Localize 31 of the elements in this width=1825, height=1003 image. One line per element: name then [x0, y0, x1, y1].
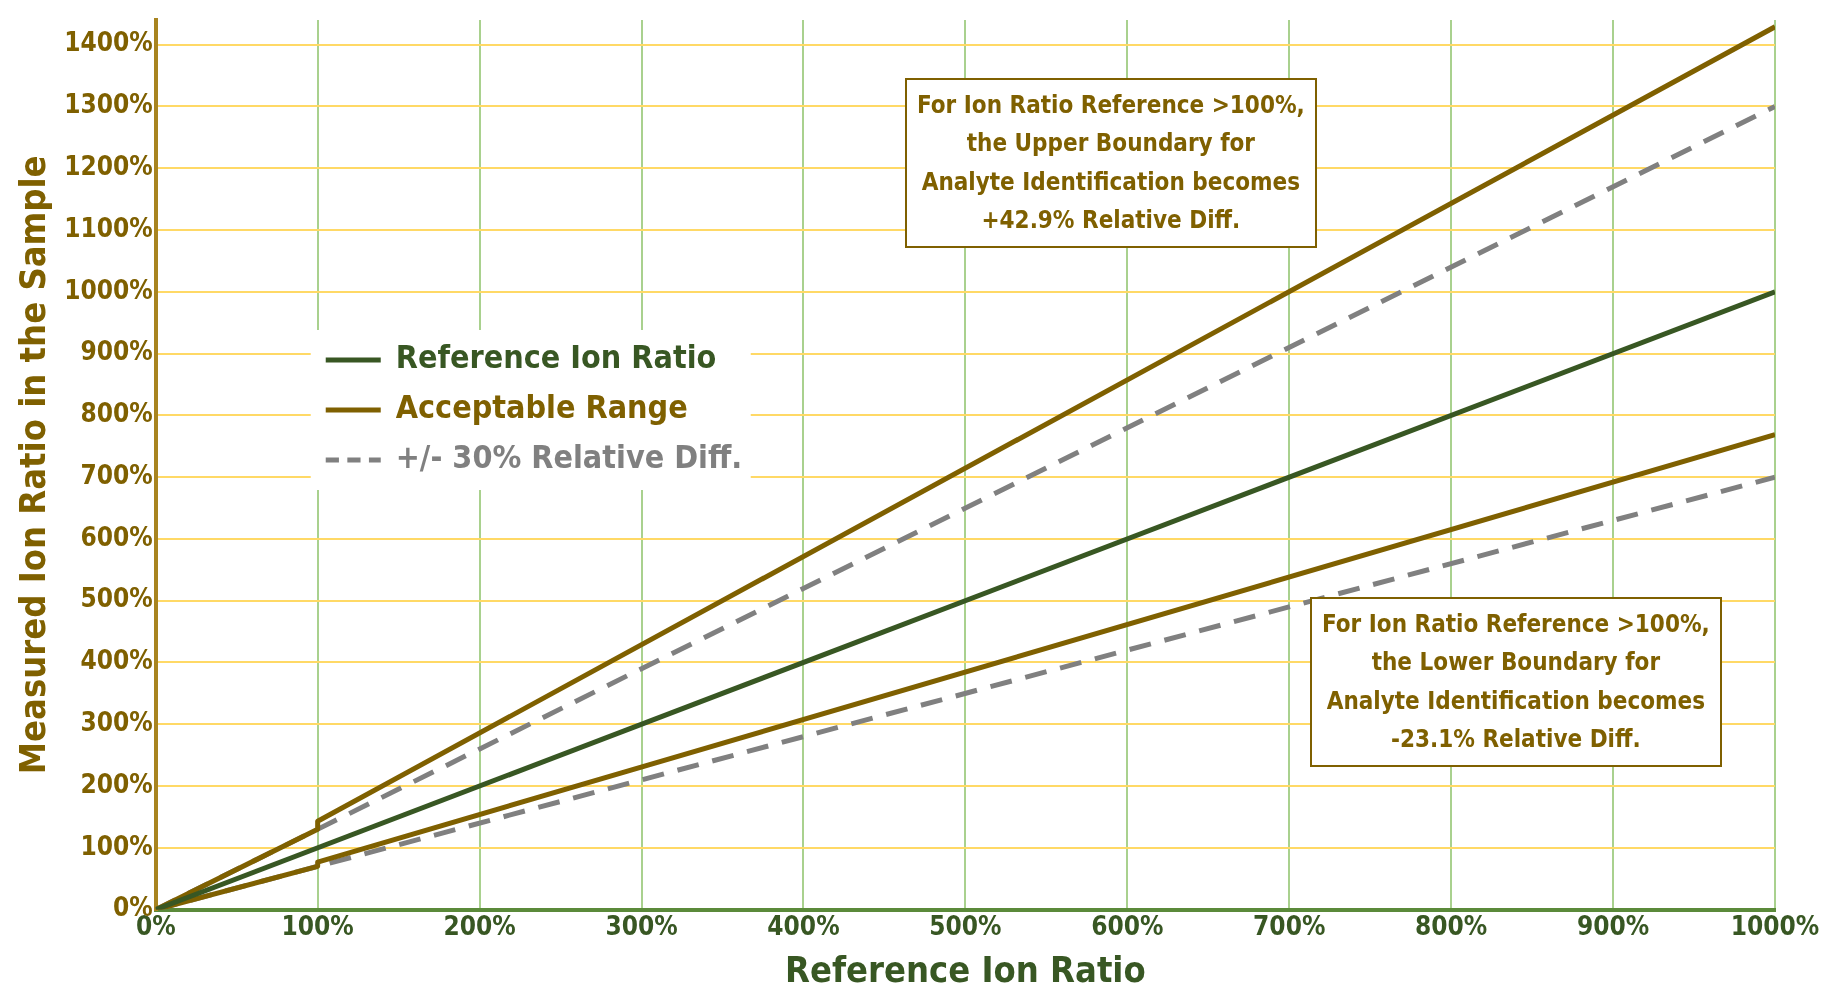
x-tick-label: 600% [1091, 910, 1164, 941]
y-tick-label: 1200% [64, 151, 153, 182]
y-tick-label: 200% [80, 768, 153, 799]
y-tick-label: 500% [80, 583, 153, 614]
x-axis-title: Reference Ion Ratio [785, 948, 1146, 990]
legend-label: Acceptable Range [395, 388, 688, 427]
x-tick-label: 300% [605, 910, 678, 941]
y-tick-label: 300% [80, 707, 153, 738]
x-tick-label: 500% [929, 910, 1002, 941]
y-tick-label: 100% [80, 830, 153, 861]
legend-label: +/- 30% Relative Diff. [395, 438, 743, 477]
y-tick-label: 700% [80, 459, 153, 490]
y-tick-label: 1000% [64, 274, 153, 305]
legend-label: Reference Ion Ratio [395, 338, 717, 377]
y-tick-label: 600% [80, 521, 153, 552]
y-tick-label: 900% [80, 336, 153, 367]
y-tick-label: 1100% [64, 212, 153, 243]
x-tick-label: 200% [443, 910, 516, 941]
x-tick-label: 1000% [1730, 910, 1820, 941]
annotation: For Ion Ratio Reference >100%, the Lower Boundary for Analyte Identification becomes -23.1% Relative Diff. [1310, 597, 1722, 767]
x-tick-label: 700% [1253, 910, 1326, 941]
x-tick-label: 400% [767, 910, 840, 941]
y-axis-title: Measured Ion Ratio in the Sample [11, 155, 53, 775]
y-tick-label: 1400% [64, 27, 153, 58]
x-tick-label: 800% [1415, 910, 1488, 941]
y-tick-label: 800% [80, 398, 153, 429]
y-tick-label: 400% [80, 645, 153, 676]
y-tick-label: 1300% [64, 89, 153, 120]
x-tick-label: 100% [281, 910, 354, 941]
annotation: For Ion Ratio Reference >100%, the Upper Boundary for Analyte Identification becomes +42.9% Relative Diff. [905, 78, 1317, 248]
x-tick-label: 900% [1576, 910, 1650, 941]
